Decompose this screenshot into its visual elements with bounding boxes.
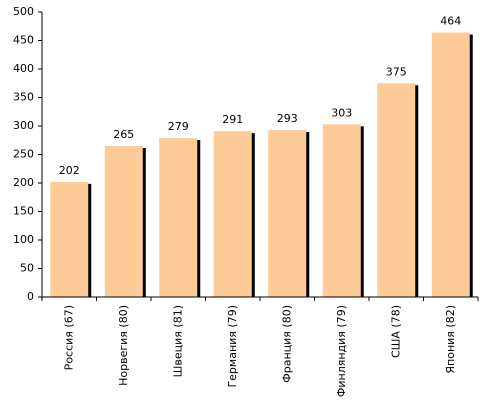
bar xyxy=(50,181,89,297)
value-label: 202 xyxy=(59,164,80,177)
x-tick-label: Россия (67) xyxy=(62,305,75,370)
value-label: 303 xyxy=(331,106,352,119)
bar xyxy=(213,131,252,297)
value-label: 375 xyxy=(386,65,407,78)
value-label: 279 xyxy=(168,120,189,133)
value-label: 464 xyxy=(440,15,461,28)
y-tick-label: 200 xyxy=(13,176,34,189)
value-label: 265 xyxy=(113,128,134,141)
bar xyxy=(268,129,307,297)
value-label: 293 xyxy=(277,112,298,125)
x-tick-label: Финляндия (79) xyxy=(335,305,348,397)
y-tick-label: 350 xyxy=(13,91,34,104)
y-tick-label: 150 xyxy=(13,205,34,218)
y-tick-label: 0 xyxy=(27,290,34,303)
y-tick-label: 50 xyxy=(20,262,34,275)
x-tick-label: Япония (82) xyxy=(444,305,457,374)
x-tick-label: Франция (80) xyxy=(280,305,293,383)
y-tick-label: 300 xyxy=(13,119,34,132)
bar xyxy=(431,32,470,298)
value-label: 291 xyxy=(222,113,243,126)
x-tick-label: Швеция (81) xyxy=(171,305,184,377)
y-tick-label: 100 xyxy=(13,233,34,246)
bar xyxy=(159,137,198,297)
y-tick-label: 450 xyxy=(13,34,34,47)
y-tick-label: 250 xyxy=(13,148,34,161)
x-tick-label: Норвегия (80) xyxy=(117,305,130,386)
y-tick-label: 400 xyxy=(13,62,34,75)
x-tick-label: США (78) xyxy=(389,305,402,358)
bar xyxy=(322,124,361,297)
bar xyxy=(104,145,143,297)
y-tick-label: 500 xyxy=(13,5,34,18)
bar xyxy=(377,83,416,297)
x-tick-label: Германия (79) xyxy=(226,305,239,388)
